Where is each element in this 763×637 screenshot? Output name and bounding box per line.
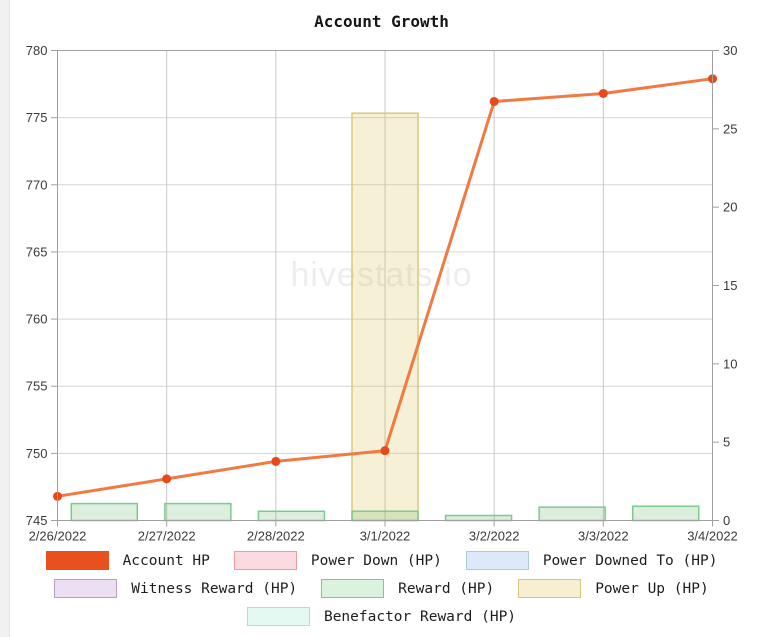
legend-swatch-witness-reward-hp — [54, 579, 118, 598]
legend-label: Account HP — [122, 552, 210, 569]
x-tick-label-2-27-2022: 2/27/2022 — [138, 529, 196, 544]
chart-legend: Account HP Power Down (HP) Power Downed To… — [0, 551, 763, 626]
y-right-tick-label: 25 — [723, 121, 737, 136]
bar-reward-hp-3-2-2022[interactable] — [444, 514, 513, 522]
legend-label: Power Down (HP) — [310, 552, 442, 569]
y-right-tick-label: 20 — [723, 200, 737, 215]
bar-series — [70, 112, 700, 522]
legend-swatch-power-downed-to-hp — [465, 551, 529, 570]
legend-item-power-downed-to-hp[interactable]: Power Downed To (HP) — [465, 551, 718, 570]
legend-row: Account HP Power Down (HP) Power Downed To… — [45, 551, 718, 570]
point-account-hp-2-27-2022[interactable] — [162, 474, 172, 484]
y-left-tick-label: 760 — [26, 312, 48, 327]
x-tick-label-3-1-2022: 3/1/2022 — [360, 529, 411, 544]
y-left-tick-label: 755 — [26, 379, 48, 394]
y-right-tick-label: 0 — [723, 513, 730, 528]
bar-power-up-hp-3-1-2022[interactable] — [351, 112, 419, 522]
bar-reward-hp-2-27-2022[interactable] — [164, 502, 232, 522]
x-tick-label-3-3-2022: 3/3/2022 — [578, 529, 629, 544]
y-right-tick-label: 30 — [723, 43, 737, 58]
legend-item-witness-reward-hp[interactable]: Witness Reward (HP) — [54, 579, 297, 598]
x-tick-label-3-4-2022: 3/4/2022 — [687, 529, 738, 544]
point-account-hp-3-3-2022[interactable] — [598, 88, 608, 98]
legend-label: Benefactor Reward (HP) — [323, 608, 517, 625]
legend-swatch-power-down-hp — [233, 551, 297, 570]
x-tick-label-3-2-2022: 3/2/2022 — [469, 529, 520, 544]
legend-item-reward-hp[interactable]: Reward (HP) — [321, 579, 494, 598]
legend-swatch-benefactor-reward-hp — [246, 607, 310, 626]
y-right-tick-label: 15 — [723, 278, 737, 293]
y-right-tick-label: 10 — [723, 356, 737, 371]
legend-row: Witness Reward (HP) Reward (HP) Power Up (… — [54, 579, 709, 598]
y-left-tick-label: 775 — [26, 110, 48, 125]
legend-item-power-down-hp[interactable]: Power Down (HP) — [233, 551, 442, 570]
point-account-hp-3-2-2022[interactable] — [489, 97, 499, 107]
bar-reward-hp-3-1-2022[interactable] — [351, 510, 419, 522]
legend-label: Power Up (HP) — [595, 580, 709, 597]
legend-label: Witness Reward (HP) — [131, 580, 298, 597]
legend-swatch-power-up-hp — [518, 579, 582, 598]
x-tick-label-2-26-2022: 2/26/2022 — [29, 529, 87, 544]
page-left-edge — [0, 0, 10, 637]
y-right-tick-label: 5 — [723, 435, 730, 450]
x-tick-label-2-28-2022: 2/28/2022 — [247, 529, 305, 544]
legend-label: Reward (HP) — [398, 580, 495, 597]
legend-swatch-reward-hp — [321, 579, 385, 598]
y-left-tick-label: 765 — [26, 244, 48, 259]
y-left-tick-label: 745 — [26, 513, 48, 528]
chart-title: Account Growth — [314, 12, 449, 31]
point-account-hp-2-28-2022[interactable] — [271, 456, 281, 466]
bar-reward-hp-2-26-2022[interactable] — [70, 502, 139, 522]
bar-reward-hp-3-4-2022[interactable] — [631, 505, 700, 522]
legend-label: Power Downed To (HP) — [542, 552, 718, 569]
point-account-hp-3-1-2022[interactable] — [380, 446, 390, 456]
y-left-tick-label: 750 — [26, 446, 48, 461]
legend-item-account-hp[interactable]: Account HP — [45, 551, 210, 570]
legend-swatch-account-hp — [45, 551, 109, 570]
y-left-tick-label: 780 — [26, 43, 48, 58]
y-left-tick-label: 770 — [26, 177, 48, 192]
legend-row: Benefactor Reward (HP) — [246, 607, 517, 626]
bar-reward-hp-3-3-2022[interactable] — [538, 506, 606, 522]
bar-reward-hp-2-28-2022[interactable] — [257, 510, 326, 522]
legend-item-benefactor-reward-hp[interactable]: Benefactor Reward (HP) — [246, 607, 517, 626]
legend-item-power-up-hp[interactable]: Power Up (HP) — [518, 579, 709, 598]
